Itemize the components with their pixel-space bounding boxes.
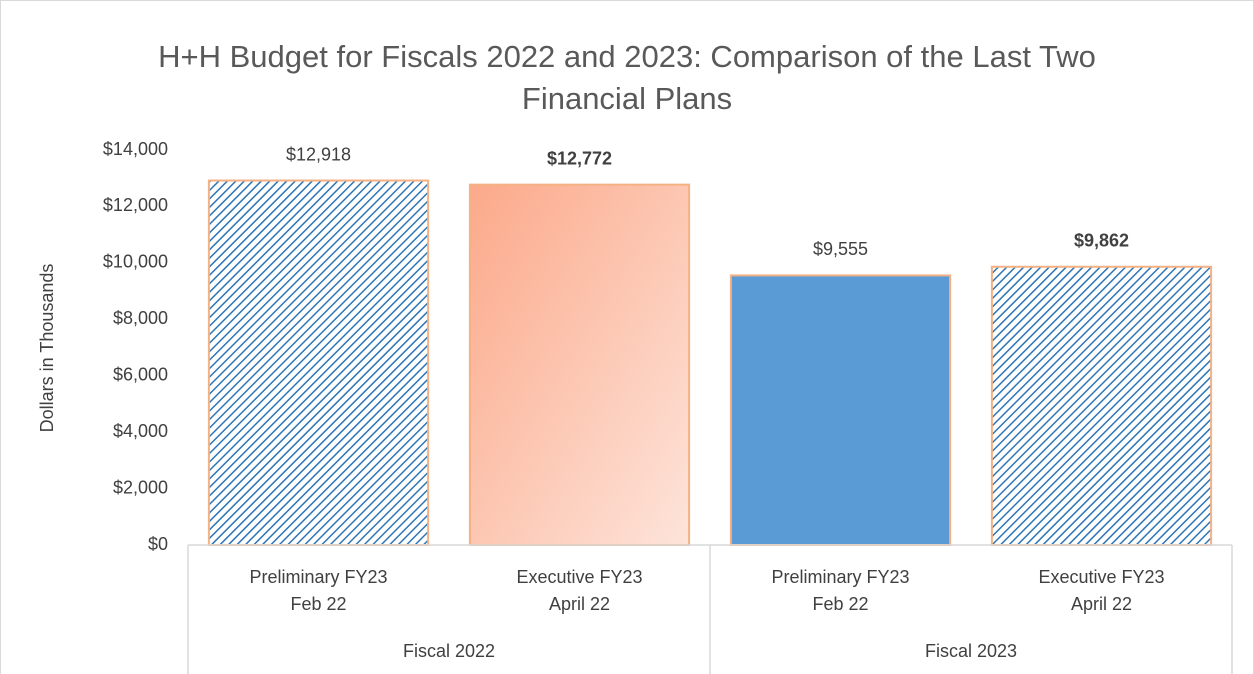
y-tick-label: $10,000 [103,252,168,272]
y-tick-label: $14,000 [103,139,168,159]
y-tick-label: $12,000 [103,195,168,215]
bar [468,183,691,546]
bar [207,179,430,546]
bar [990,265,1213,546]
group-label: Fiscal 2022 [403,641,495,661]
x-tick-label: April 22 [549,594,610,614]
x-tick-label: April 22 [1071,594,1132,614]
x-tick-label: Preliminary FY23 [249,567,387,587]
data-label: $9,862 [1074,231,1129,251]
bar [729,274,952,546]
data-label: $9,555 [813,239,868,259]
y-tick-label: $0 [148,534,168,554]
x-tick-label: Feb 22 [812,594,868,614]
x-tick-label: Executive FY23 [1038,567,1164,587]
x-tick-label: Executive FY23 [516,567,642,587]
x-tick-label: Feb 22 [290,594,346,614]
data-label: $12,918 [286,144,351,164]
y-tick-label: $2,000 [113,477,168,497]
y-axis-label: Dollars in Thousands [37,264,57,433]
y-tick-label: $6,000 [113,364,168,384]
data-label: $12,772 [547,148,612,168]
x-tick-label: Preliminary FY23 [771,567,909,587]
y-tick-label: $8,000 [113,308,168,328]
group-label: Fiscal 2023 [925,641,1017,661]
chart-title: H+H Budget for Fiscals 2022 and 2023: Co… [158,39,1096,116]
y-tick-label: $4,000 [113,421,168,441]
